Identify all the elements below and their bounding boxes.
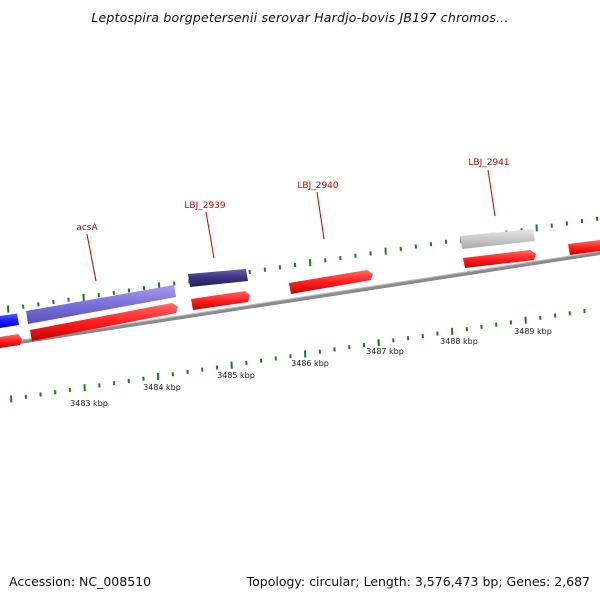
ruler-label: 3483 kbp (70, 399, 108, 408)
gene-label-LBJ_2940-group: LBJ_2940 (297, 181, 339, 240)
gene-feature-acsA[interactable] (26, 285, 176, 324)
ruler-label: 3485 kbp (217, 371, 255, 380)
chromosome-backbone-highlight (0, 251, 600, 344)
lower-tick-track (10, 309, 586, 403)
gene-label-acsA-group: acsA (76, 223, 98, 282)
ruler-label: 3488 kbp (440, 337, 478, 346)
gene-feature-blue[interactable] (0, 313, 19, 329)
gene-feature-LBJ_2941[interactable] (460, 229, 535, 249)
ruler-label: 3489 kbp (514, 327, 552, 336)
gene-label-LBJ_2941[interactable]: LBJ_2941 (468, 158, 509, 168)
cds-feature-LBJ_2940[interactable] (289, 270, 373, 294)
gene-label-LBJ_2941-group: LBJ_2941 (468, 158, 510, 217)
chromosome-backbone (0, 251, 600, 347)
gene-label-LBJ_2939[interactable]: LBJ_2939 (184, 201, 226, 211)
gene-label-LBJ_2940[interactable]: LBJ_2940 (297, 181, 339, 191)
cds-feature-LBJ_2941[interactable] (463, 250, 536, 268)
cds-feature-LBJ_2939[interactable] (191, 291, 250, 310)
ruler-label: 3486 kbp (291, 359, 329, 368)
accession-label: Accession: NC_008510 (9, 574, 152, 589)
cds-feature-1[interactable] (0, 334, 22, 348)
ruler-label: 3484 kbp (143, 383, 181, 392)
map-title: Leptospira borgpetersenii serovar Hardjo… (91, 10, 509, 25)
gene-feature-LBJ_2939[interactable] (188, 269, 248, 287)
ruler-label: 3487 kbp (366, 347, 404, 356)
gene-label-LBJ_2939-group: LBJ_2939 (184, 201, 226, 259)
genome-stats-label: Topology: circular; Length: 3,576,473 bp… (246, 574, 590, 589)
ruler-labels: 3483 kbp 3484 kbp 3485 kbp 3486 kbp 3487 kbp… (70, 327, 552, 408)
gene-label-acsA[interactable]: acsA (76, 223, 98, 233)
cds-feature-right[interactable] (568, 240, 600, 255)
cds-feature-acsA[interactable] (30, 303, 178, 341)
